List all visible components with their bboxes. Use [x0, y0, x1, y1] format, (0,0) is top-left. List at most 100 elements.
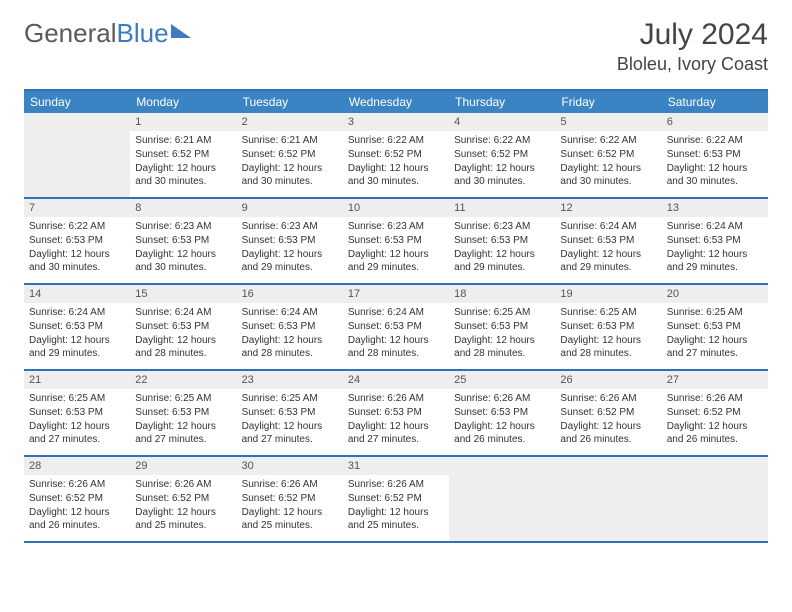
day-number: 5: [555, 113, 661, 131]
dow-header: Wednesday: [343, 91, 449, 113]
daylight-text: Daylight: 12 hours and 30 minutes.: [454, 162, 550, 188]
calendar-cell: 1 Sunrise: 6:21 AMSunset: 6:52 PMDaylight…: [130, 113, 236, 199]
calendar-cell: 13Sunrise: 6:24 AMSunset: 6:53 PMDayligh…: [662, 199, 768, 285]
daylight-text: Daylight: 12 hours and 30 minutes.: [242, 162, 338, 188]
sunset-text: Sunset: 6:53 PM: [348, 234, 444, 247]
sunrise-text: Sunrise: 6:24 AM: [560, 220, 656, 233]
day-number: 7: [24, 199, 130, 217]
day-number: 8: [130, 199, 236, 217]
daylight-text: Daylight: 12 hours and 26 minutes.: [667, 420, 763, 446]
daylight-text: Daylight: 12 hours and 26 minutes.: [454, 420, 550, 446]
daylight-text: Daylight: 12 hours and 29 minutes.: [29, 334, 125, 360]
sunrise-text: Sunrise: 6:23 AM: [454, 220, 550, 233]
day-number: 20: [662, 285, 768, 303]
daylight-text: Daylight: 12 hours and 27 minutes.: [667, 334, 763, 360]
day-number: 15: [130, 285, 236, 303]
sunset-text: Sunset: 6:53 PM: [348, 406, 444, 419]
daylight-text: Daylight: 12 hours and 30 minutes.: [135, 162, 231, 188]
day-number: 2: [237, 113, 343, 131]
daylight-text: Daylight: 12 hours and 28 minutes.: [560, 334, 656, 360]
day-number: 3: [343, 113, 449, 131]
sunrise-text: Sunrise: 6:26 AM: [135, 478, 231, 491]
daylight-text: Daylight: 12 hours and 29 minutes.: [348, 248, 444, 274]
sunset-text: Sunset: 6:53 PM: [454, 406, 550, 419]
sunset-text: Sunset: 6:52 PM: [560, 406, 656, 419]
logo-text-2: Blue: [117, 18, 169, 49]
sunset-text: Sunset: 6:52 PM: [454, 148, 550, 161]
logo: GeneralBlue: [24, 18, 191, 49]
calendar-cell: 21Sunrise: 6:25 AMSunset: 6:53 PMDayligh…: [24, 371, 130, 457]
sunrise-text: Sunrise: 6:24 AM: [29, 306, 125, 319]
sunset-text: Sunset: 6:53 PM: [29, 406, 125, 419]
dow-header: Sunday: [24, 91, 130, 113]
calendar-cell: 20Sunrise: 6:25 AMSunset: 6:53 PMDayligh…: [662, 285, 768, 371]
day-number: 25: [449, 371, 555, 389]
sunset-text: Sunset: 6:52 PM: [560, 148, 656, 161]
calendar-cell: 29Sunrise: 6:26 AMSunset: 6:52 PMDayligh…: [130, 457, 236, 543]
sunrise-text: Sunrise: 6:25 AM: [667, 306, 763, 319]
calendar-cell: 30Sunrise: 6:26 AMSunset: 6:52 PMDayligh…: [237, 457, 343, 543]
daylight-text: Daylight: 12 hours and 29 minutes.: [560, 248, 656, 274]
day-number: 17: [343, 285, 449, 303]
sunrise-text: Sunrise: 6:26 AM: [560, 392, 656, 405]
daylight-text: Daylight: 12 hours and 28 minutes.: [135, 334, 231, 360]
sunset-text: Sunset: 6:53 PM: [560, 320, 656, 333]
sunrise-text: Sunrise: 6:22 AM: [560, 134, 656, 147]
day-number: 21: [24, 371, 130, 389]
daylight-text: Daylight: 12 hours and 30 minutes.: [135, 248, 231, 274]
day-number: 24: [343, 371, 449, 389]
dow-header: Thursday: [449, 91, 555, 113]
daylight-text: Daylight: 12 hours and 28 minutes.: [242, 334, 338, 360]
sunset-text: Sunset: 6:52 PM: [135, 148, 231, 161]
sunrise-text: Sunrise: 6:22 AM: [348, 134, 444, 147]
day-number: 1: [130, 113, 236, 131]
daylight-text: Daylight: 12 hours and 29 minutes.: [667, 248, 763, 274]
logo-text-1: General: [24, 18, 117, 49]
sunset-text: Sunset: 6:53 PM: [29, 320, 125, 333]
calendar-cell: 25Sunrise: 6:26 AMSunset: 6:53 PMDayligh…: [449, 371, 555, 457]
calendar-cell: 9Sunrise: 6:23 AMSunset: 6:53 PMDaylight…: [237, 199, 343, 285]
daylight-text: Daylight: 12 hours and 26 minutes.: [29, 506, 125, 532]
calendar-cell: 18Sunrise: 6:25 AMSunset: 6:53 PMDayligh…: [449, 285, 555, 371]
day-number: 4: [449, 113, 555, 131]
sunset-text: Sunset: 6:53 PM: [135, 320, 231, 333]
dow-header: Saturday: [662, 91, 768, 113]
sunrise-text: Sunrise: 6:21 AM: [242, 134, 338, 147]
daylight-text: Daylight: 12 hours and 25 minutes.: [135, 506, 231, 532]
sunset-text: Sunset: 6:52 PM: [667, 406, 763, 419]
daylight-text: Daylight: 12 hours and 29 minutes.: [242, 248, 338, 274]
sunset-text: Sunset: 6:53 PM: [135, 234, 231, 247]
page-title: July 2024: [617, 18, 768, 52]
calendar-cell-empty: [555, 457, 661, 543]
calendar-cell: 3Sunrise: 6:22 AMSunset: 6:52 PMDaylight…: [343, 113, 449, 199]
sunrise-text: Sunrise: 6:24 AM: [348, 306, 444, 319]
calendar-cell: 28Sunrise: 6:26 AMSunset: 6:52 PMDayligh…: [24, 457, 130, 543]
location-subtitle: Bloleu, Ivory Coast: [617, 54, 768, 75]
day-number: 19: [555, 285, 661, 303]
sunset-text: Sunset: 6:52 PM: [242, 492, 338, 505]
calendar-cell: 22Sunrise: 6:25 AMSunset: 6:53 PMDayligh…: [130, 371, 236, 457]
day-number: 9: [237, 199, 343, 217]
calendar-cell-empty: [449, 457, 555, 543]
sunrise-text: Sunrise: 6:23 AM: [135, 220, 231, 233]
sunset-text: Sunset: 6:53 PM: [560, 234, 656, 247]
day-number: 29: [130, 457, 236, 475]
daylight-text: Daylight: 12 hours and 25 minutes.: [242, 506, 338, 532]
day-number: 12: [555, 199, 661, 217]
sunset-text: Sunset: 6:52 PM: [29, 492, 125, 505]
daylight-text: Daylight: 12 hours and 27 minutes.: [348, 420, 444, 446]
calendar-cell: 7Sunrise: 6:22 AMSunset: 6:53 PMDaylight…: [24, 199, 130, 285]
day-number: 30: [237, 457, 343, 475]
day-number: 23: [237, 371, 343, 389]
sunset-text: Sunset: 6:53 PM: [242, 406, 338, 419]
daylight-text: Daylight: 12 hours and 30 minutes.: [348, 162, 444, 188]
calendar-cell: 2Sunrise: 6:21 AMSunset: 6:52 PMDaylight…: [237, 113, 343, 199]
sunrise-text: Sunrise: 6:21 AM: [135, 134, 231, 147]
day-number: 10: [343, 199, 449, 217]
calendar-cell: 8 Sunrise: 6:23 AMSunset: 6:53 PMDaylight…: [130, 199, 236, 285]
day-number: 11: [449, 199, 555, 217]
calendar-cell: 10Sunrise: 6:23 AMSunset: 6:53 PMDayligh…: [343, 199, 449, 285]
sunset-text: Sunset: 6:53 PM: [135, 406, 231, 419]
dow-header: Tuesday: [237, 91, 343, 113]
calendar-cell-empty: [662, 457, 768, 543]
